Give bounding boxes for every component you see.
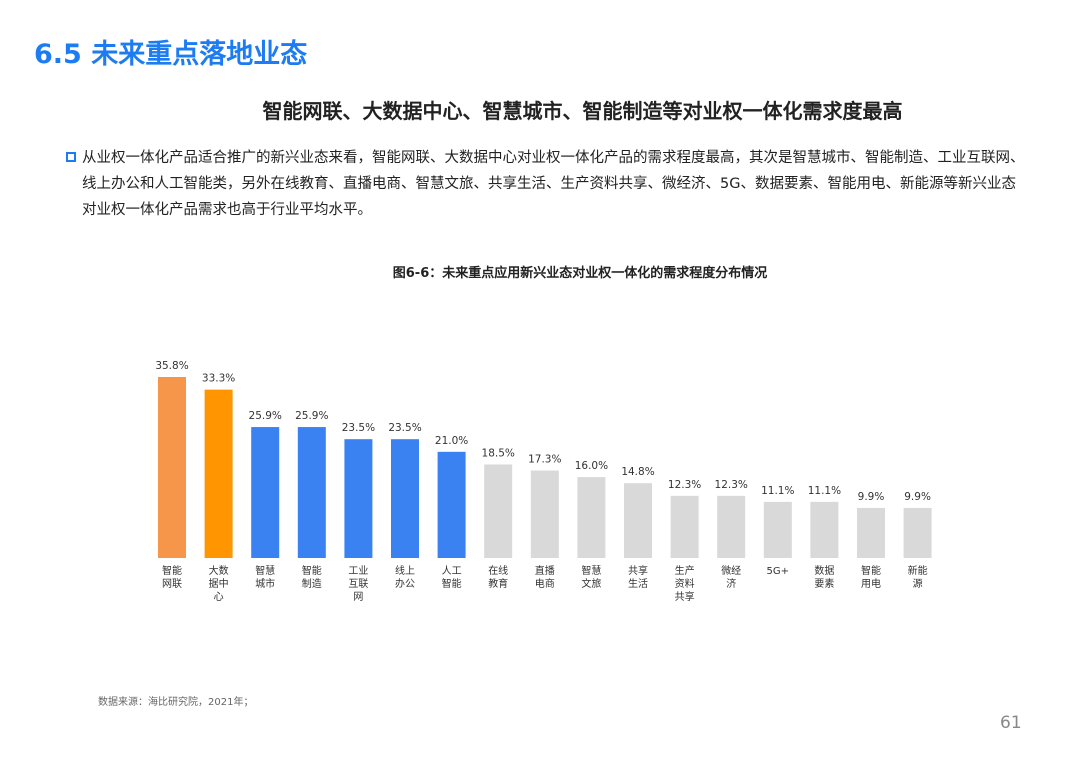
bar bbox=[763, 501, 792, 558]
category-label: 智能用电 bbox=[861, 564, 881, 590]
bar bbox=[903, 507, 932, 558]
value-label: 14.8% bbox=[621, 466, 654, 478]
data-source: 数据来源：海比研究院，2021年； bbox=[98, 697, 254, 708]
category-label: 智能制造 bbox=[302, 564, 322, 590]
category-label: 工业互联网 bbox=[348, 565, 368, 603]
value-label: 25.9% bbox=[295, 410, 328, 422]
bar bbox=[344, 439, 373, 558]
category-label: 新能源 bbox=[908, 564, 928, 590]
value-label: 23.5% bbox=[342, 422, 375, 434]
bar bbox=[624, 483, 652, 558]
bar bbox=[437, 451, 466, 558]
bar bbox=[484, 464, 513, 558]
bar bbox=[857, 507, 885, 558]
value-label: 35.8% bbox=[155, 360, 188, 372]
slide-subtitle: 智能网联、大数据中心、智慧城市、智能制造等对业权一体化需求度最高 bbox=[262, 99, 903, 123]
value-label: 21.0% bbox=[435, 435, 468, 447]
value-label: 12.3% bbox=[715, 479, 748, 491]
bar bbox=[297, 427, 326, 558]
category-label: 数据要素 bbox=[814, 564, 834, 590]
value-label: 12.3% bbox=[668, 479, 701, 491]
bullet-icon bbox=[66, 152, 76, 162]
bar bbox=[717, 495, 746, 558]
category-label: 智慧城市 bbox=[255, 564, 275, 590]
category-label: 5G+ bbox=[767, 566, 790, 577]
bar bbox=[251, 427, 280, 558]
bar bbox=[810, 501, 839, 558]
value-label: 33.3% bbox=[202, 373, 235, 385]
category-label: 生产资料共享 bbox=[675, 564, 695, 603]
body-paragraph: 从业权一体化产品适合推广的新兴业态来看，智能网联、大数据中心对业权一体化产品的需… bbox=[82, 150, 1025, 218]
value-label: 9.9% bbox=[904, 491, 931, 503]
value-label: 9.9% bbox=[858, 491, 885, 503]
value-label: 11.1% bbox=[808, 485, 841, 497]
value-label: 18.5% bbox=[482, 447, 515, 459]
chart-title: 图6-6：未来重点应用新兴业态对业权一体化的需求程度分布情况 bbox=[392, 266, 768, 281]
page-number: 61 bbox=[1000, 713, 1022, 733]
value-label: 25.9% bbox=[249, 410, 282, 422]
section-title: 6.5 未来重点落地业态 bbox=[34, 39, 308, 70]
category-label: 微经济 bbox=[721, 564, 741, 590]
bar bbox=[670, 495, 699, 558]
bar bbox=[577, 477, 606, 558]
category-label: 智能网联 bbox=[162, 564, 182, 590]
category-label: 人工智能 bbox=[442, 565, 462, 590]
bar bbox=[391, 439, 419, 558]
value-label: 17.3% bbox=[528, 454, 561, 466]
value-label: 16.0% bbox=[575, 460, 608, 472]
category-label: 智慧文旅 bbox=[581, 564, 601, 590]
category-label: 在线教育 bbox=[488, 564, 508, 590]
category-label: 直播电商 bbox=[535, 564, 555, 590]
bar bbox=[530, 470, 559, 558]
value-label: 11.1% bbox=[761, 485, 794, 497]
bar bbox=[204, 389, 233, 558]
category-label: 线上办公 bbox=[395, 564, 415, 590]
value-label: 23.5% bbox=[388, 422, 421, 434]
bar bbox=[158, 377, 186, 558]
category-label: 共享生活 bbox=[628, 564, 648, 590]
category-label: 大数据中心 bbox=[209, 564, 229, 603]
